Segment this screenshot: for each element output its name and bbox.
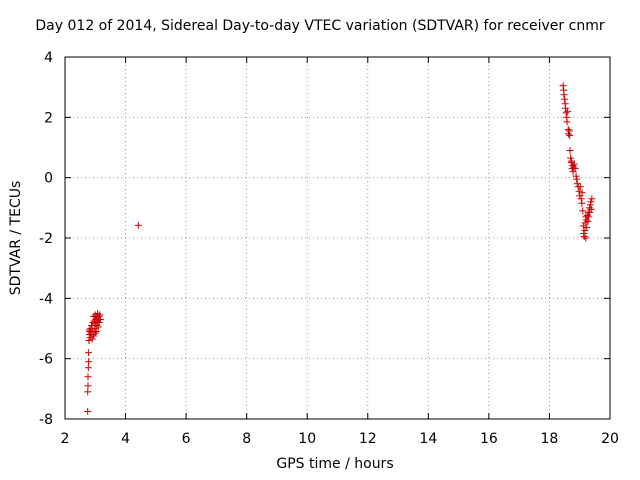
x-tick-label: 18 — [541, 431, 559, 447]
data-point — [561, 95, 569, 103]
grid-lines — [65, 57, 610, 419]
data-point — [581, 226, 589, 234]
data-point — [577, 195, 585, 203]
data-point — [573, 175, 581, 183]
data-point — [579, 207, 587, 215]
data-point — [92, 328, 100, 336]
x-tick-label: 8 — [242, 431, 251, 447]
data-point — [96, 311, 104, 319]
data-point — [571, 165, 579, 173]
data-point — [586, 201, 594, 209]
x-tick-label: 12 — [359, 431, 377, 447]
x-tick-label: 2 — [61, 431, 70, 447]
data-point — [85, 349, 93, 357]
plot-frame — [64, 56, 611, 420]
x-tick-label: 20 — [601, 431, 619, 447]
y-tick-label: -2 — [39, 231, 53, 247]
data-point — [94, 323, 102, 331]
data-point — [588, 195, 596, 203]
axis-ticks: 2 4 6 8 10 12 14 16 18 20 -8 -6 -4 -2 0 2 4 — [39, 50, 619, 447]
data-point — [578, 189, 586, 197]
data-point — [570, 163, 578, 171]
data-point — [587, 198, 595, 206]
y-axis-label: SDTVAR / TECUs — [8, 180, 24, 296]
data-point — [570, 160, 578, 168]
x-tick-label: 4 — [121, 431, 130, 447]
data-point — [565, 127, 573, 135]
data-point — [559, 82, 567, 90]
data-point — [576, 183, 584, 191]
y-tick-label: 0 — [44, 171, 53, 187]
y-tick-label: -6 — [39, 352, 53, 368]
data-point — [88, 335, 96, 343]
data-points — [84, 82, 596, 415]
data-point — [580, 229, 588, 237]
data-point — [93, 314, 101, 322]
data-point — [562, 109, 570, 117]
data-point — [579, 222, 587, 230]
x-tick-label: 14 — [419, 431, 437, 447]
chart-title: Day 012 of 2014, Sidereal Day-to-day VTE… — [35, 18, 605, 34]
data-point — [572, 172, 580, 180]
data-point — [585, 213, 593, 221]
y-tick-label: -8 — [39, 412, 53, 428]
data-point — [575, 187, 583, 195]
x-tick-label: 16 — [480, 431, 498, 447]
data-point — [584, 217, 592, 225]
data-point — [84, 373, 92, 381]
data-point — [91, 329, 99, 337]
data-point — [85, 358, 93, 366]
data-point — [84, 407, 92, 415]
data-point — [560, 91, 568, 99]
y-tick-label: 4 — [44, 50, 53, 66]
y-tick-label: 2 — [44, 110, 53, 126]
data-point — [566, 131, 574, 139]
data-point — [573, 180, 581, 188]
data-point — [84, 388, 92, 396]
x-tick-label: 10 — [298, 431, 316, 447]
data-point — [134, 221, 142, 229]
data-point — [84, 382, 92, 390]
data-point — [566, 147, 574, 155]
data-point — [84, 364, 92, 372]
data-point — [582, 234, 590, 242]
x-tick-label: 6 — [182, 431, 191, 447]
data-point — [578, 199, 586, 207]
data-point — [85, 337, 93, 345]
data-point — [95, 318, 103, 326]
data-point — [565, 130, 573, 138]
data-point — [587, 205, 595, 213]
data-point — [580, 232, 588, 240]
data-point — [586, 208, 594, 216]
data-point — [563, 118, 571, 126]
x-axis-label: GPS time / hours — [276, 456, 394, 472]
data-point — [96, 315, 104, 323]
y-tick-label: -4 — [39, 291, 53, 307]
data-point — [93, 317, 101, 325]
data-point — [90, 332, 98, 340]
data-point — [564, 107, 572, 115]
data-point — [583, 223, 591, 231]
data-point — [567, 154, 575, 162]
